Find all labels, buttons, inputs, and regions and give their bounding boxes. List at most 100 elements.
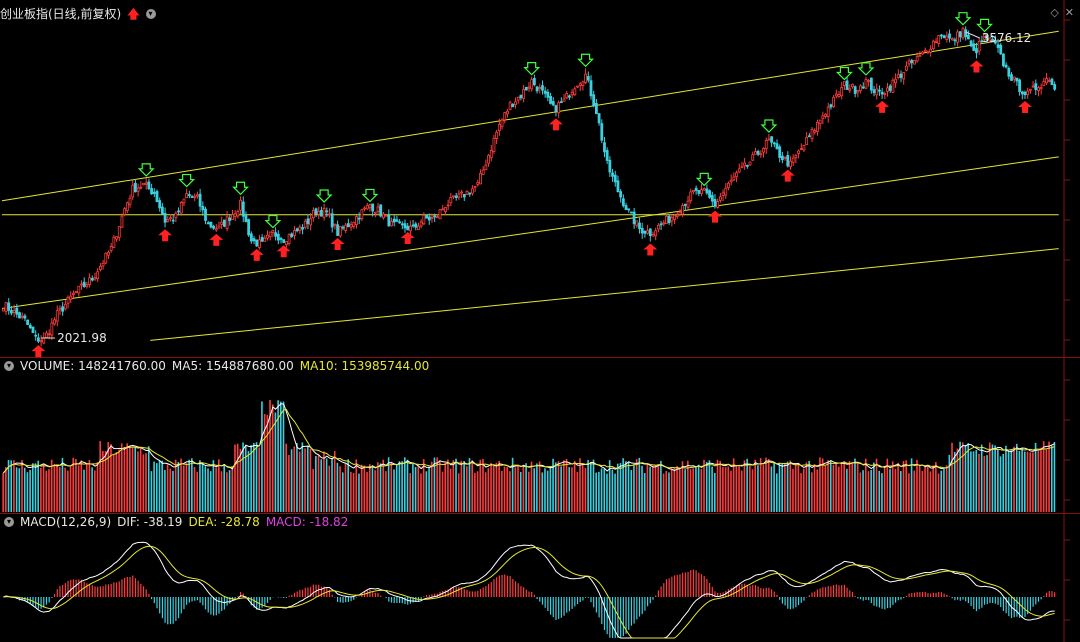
candle-body: [344, 224, 348, 231]
volume-bar: [579, 458, 581, 512]
candle-body: [408, 225, 412, 232]
candle-body: [120, 215, 124, 228]
volume-bar: [573, 460, 576, 512]
candle-body: [1012, 76, 1016, 80]
candle-body: [479, 172, 482, 185]
volume-bar: [581, 463, 584, 512]
volume-bar: [441, 471, 444, 512]
sell-arrow-icon: [178, 173, 196, 188]
volume-bar: [1050, 445, 1053, 512]
candle-body: [875, 88, 879, 96]
candle-body: [883, 93, 887, 95]
candle-body: [462, 194, 466, 198]
candle-body: [999, 44, 1003, 55]
chevron-down-circle-icon[interactable]: ▾: [4, 517, 14, 527]
volume-bar: [924, 466, 926, 512]
volume-bar: [781, 463, 783, 512]
volume-bar: [492, 464, 495, 512]
volume-bar: [800, 473, 802, 512]
candle-body: [80, 283, 83, 286]
volume-bar: [538, 461, 541, 512]
volume-bar: [883, 467, 886, 512]
candle-body: [174, 212, 178, 219]
volume-bar: [368, 464, 371, 512]
candle-body: [692, 189, 695, 193]
volume-bar: [692, 468, 695, 512]
volume-bar: [320, 459, 323, 512]
volume-bar: [689, 469, 692, 512]
candle-body: [613, 174, 617, 183]
chevron-down-circle-icon[interactable]: ▾: [4, 361, 14, 371]
candle-body: [363, 207, 366, 210]
candle-body: [514, 101, 517, 106]
close-icon[interactable]: ✕: [1064, 6, 1074, 19]
volume-bar: [646, 463, 649, 512]
volume-bar: [107, 442, 110, 512]
sell-arrow-icon: [695, 172, 713, 187]
volume-bar: [932, 465, 934, 512]
volume-bar: [153, 461, 155, 512]
volume-bar: [466, 466, 468, 512]
volume-bar: [600, 468, 603, 512]
candle-body: [69, 295, 73, 300]
volume-bar: [951, 442, 953, 512]
volume-bar: [926, 465, 929, 512]
candle-body: [751, 154, 755, 161]
candle-body: [867, 80, 871, 82]
volume-bar: [242, 442, 244, 512]
volume-bar: [576, 472, 579, 512]
dif-label: DIF: -38.19: [117, 515, 183, 529]
candle-body: [376, 206, 380, 212]
candle-body: [497, 124, 501, 132]
volume-bar: [185, 463, 188, 512]
volume-bar: [75, 459, 77, 512]
candle-body: [179, 202, 183, 214]
candle-body: [969, 40, 973, 47]
volume-bar: [366, 471, 368, 512]
candle-body: [888, 85, 892, 91]
candle-body: [34, 334, 38, 337]
volume-bar: [611, 469, 614, 512]
candle-body: [387, 214, 391, 227]
candle-body: [934, 41, 938, 44]
candle-body: [837, 94, 841, 97]
candle-body: [966, 34, 970, 40]
volume-bar: [789, 460, 792, 512]
volume-bar: [759, 458, 762, 512]
red-up-arrow-icon[interactable]: 🡅: [127, 7, 140, 21]
candle-body: [710, 195, 714, 202]
candle-body: [880, 91, 884, 95]
volume-bar: [983, 455, 986, 512]
volume-bar: [910, 458, 913, 512]
candle-body: [748, 161, 752, 166]
candle-body: [228, 217, 232, 221]
volume-bar: [123, 447, 126, 512]
volume-bar: [816, 469, 819, 512]
volume-bar: [1029, 452, 1031, 512]
candle-body: [532, 78, 536, 86]
volume-bar: [482, 458, 484, 512]
candle-body: [708, 190, 712, 198]
candle-body: [724, 187, 728, 196]
candle-body: [616, 180, 620, 193]
volume-bar: [762, 464, 765, 512]
volume-bar: [317, 455, 320, 512]
candle-body: [152, 191, 156, 195]
candle-body: [543, 90, 547, 94]
volume-bar: [412, 463, 414, 512]
volume-bar: [557, 461, 560, 512]
candle-body: [648, 228, 652, 237]
buy-arrow-icon: [548, 118, 563, 131]
diamond-icon[interactable]: ◇: [1050, 6, 1059, 19]
chevron-down-circle-icon[interactable]: ▾: [145, 9, 156, 19]
volume-bar: [282, 401, 285, 512]
volume-bar: [824, 465, 827, 512]
candle-body: [864, 78, 868, 89]
volume-bar: [32, 463, 34, 512]
candle-body: [287, 234, 291, 244]
volume-bar: [484, 472, 487, 512]
volume-bar: [2, 473, 4, 512]
volume-bar: [743, 460, 746, 512]
volume-bar: [350, 471, 352, 512]
